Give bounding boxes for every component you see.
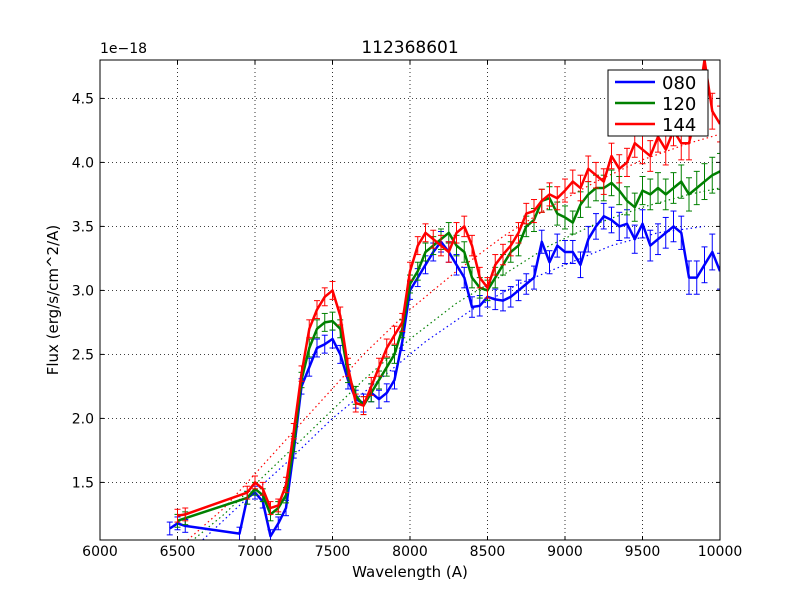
chart-title: 112368601 [361, 38, 458, 58]
x-tick-label: 7000 [237, 544, 273, 560]
fit-curve [192, 187, 720, 540]
x-tick-label: 9000 [547, 544, 583, 560]
y-tick-label: 2.5 [72, 347, 94, 363]
x-tick-label: 6500 [160, 544, 196, 560]
y-offset-text: 1e−18 [100, 41, 147, 57]
x-tick-label: 8500 [470, 544, 506, 560]
y-tick-label: 3.0 [72, 283, 94, 299]
legend-label: 080 [662, 73, 696, 94]
x-tick-label: 10000 [698, 544, 743, 560]
fit-curves [186, 133, 720, 540]
series-line [177, 60, 720, 517]
data-series [166, 60, 720, 540]
x-tick-label: 9500 [625, 544, 661, 560]
x-tick-label: 8000 [392, 544, 428, 560]
x-axis-ticks: 6000 6500 7000 7500 8000 8500 9000 9500 10000 [82, 60, 742, 560]
y-axis-label: Flux (erg/s/cm^2/A) [44, 225, 62, 376]
y-tick-label: 4.0 [72, 155, 94, 171]
legend-label: 120 [662, 94, 696, 115]
x-tick-label: 7500 [315, 544, 351, 560]
fit-curve [186, 133, 720, 540]
x-axis-label: Wavelength (A) [352, 563, 468, 581]
legend-label: 144 [662, 115, 696, 136]
y-axis-ticks: 1.5 2.0 2.5 3.0 3.5 4.0 4.5 [72, 91, 720, 491]
series-144 [174, 60, 720, 523]
x-tick-label: 6000 [82, 544, 118, 560]
y-tick-label: 4.5 [72, 91, 94, 107]
y-tick-label: 2.0 [72, 411, 94, 427]
y-tick-label: 1.5 [72, 475, 94, 491]
series-line [177, 170, 720, 522]
y-tick-label: 3.5 [72, 219, 94, 235]
